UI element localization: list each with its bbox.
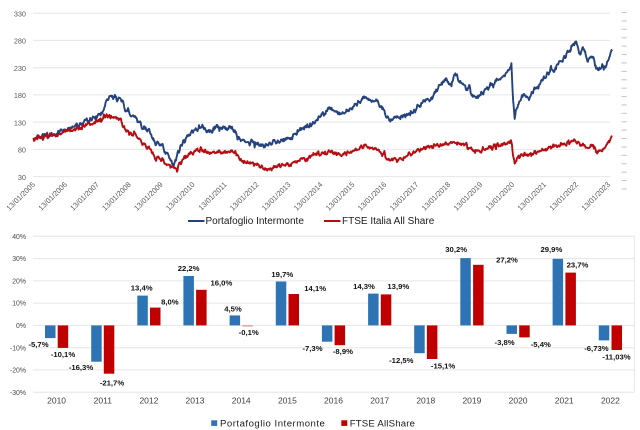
svg-text:-10,1%: -10,1% — [51, 350, 76, 359]
svg-text:14,1%: 14,1% — [304, 284, 326, 293]
svg-text:2010: 2010 — [47, 396, 66, 406]
svg-text:30: 30 — [18, 173, 26, 182]
svg-text:14,3%: 14,3% — [353, 282, 375, 291]
svg-text:-5,4%: -5,4% — [531, 340, 551, 349]
svg-text:-15,1%: -15,1% — [431, 362, 456, 371]
svg-text:-5,7%: -5,7% — [28, 340, 48, 349]
svg-text:27,2%: 27,2% — [496, 256, 518, 265]
svg-text:2018: 2018 — [416, 396, 435, 406]
svg-text:13,9%: 13,9% — [387, 282, 409, 291]
svg-text:-3,8%: -3,8% — [495, 338, 515, 347]
svg-text:2013: 2013 — [186, 396, 205, 406]
svg-text:-0,1%: -0,1% — [239, 328, 259, 337]
svg-text:-30%: -30% — [10, 390, 26, 397]
svg-text:19,7%: 19,7% — [271, 270, 293, 279]
svg-text:280: 280 — [14, 37, 26, 46]
svg-text:40%: 40% — [12, 234, 26, 241]
svg-text:Portafoglio Intermonte: Portafoglio Intermonte — [220, 418, 325, 429]
svg-text:22,2%: 22,2% — [178, 264, 200, 273]
svg-text:2022: 2022 — [601, 396, 620, 406]
svg-text:2021: 2021 — [555, 396, 574, 406]
svg-text:330: 330 — [14, 10, 26, 19]
svg-text:0%: 0% — [16, 323, 26, 330]
svg-text:Portafoglio Intermonte: Portafoglio Intermonte — [206, 216, 305, 227]
svg-text:-8,9%: -8,9% — [333, 347, 353, 356]
svg-text:2016: 2016 — [324, 396, 343, 406]
svg-text:2019: 2019 — [462, 396, 481, 406]
svg-text:130: 130 — [14, 118, 26, 127]
svg-text:-7,3%: -7,3% — [302, 344, 322, 353]
svg-text:-20%: -20% — [10, 368, 26, 375]
svg-text:180: 180 — [14, 91, 26, 100]
svg-text:FTSE Italia All Share: FTSE Italia All Share — [342, 216, 435, 227]
svg-text:10%: 10% — [12, 301, 26, 308]
svg-text:-16,3%: -16,3% — [69, 363, 94, 372]
svg-text:FTSE AllShare: FTSE AllShare — [350, 418, 416, 429]
svg-text:-21,7%: -21,7% — [100, 378, 125, 387]
svg-text:-12,5%: -12,5% — [389, 356, 414, 365]
svg-text:2017: 2017 — [370, 396, 389, 406]
svg-text:16,0%: 16,0% — [210, 278, 232, 287]
svg-text:30%: 30% — [12, 256, 26, 263]
svg-text:20%: 20% — [12, 279, 26, 286]
svg-text:4,5%: 4,5% — [224, 305, 242, 314]
svg-text:2014: 2014 — [232, 396, 251, 406]
svg-text:230: 230 — [14, 64, 26, 73]
svg-text:8,0%: 8,0% — [161, 298, 179, 307]
svg-text:2012: 2012 — [139, 396, 158, 406]
svg-text:2020: 2020 — [509, 396, 528, 406]
svg-text:2015: 2015 — [278, 396, 297, 406]
svg-text:-6,73%: -6,73% — [584, 344, 609, 353]
svg-text:80: 80 — [18, 146, 26, 155]
svg-text:2011: 2011 — [94, 396, 113, 406]
svg-text:-11,03%: -11,03% — [602, 353, 630, 362]
svg-text:-10%: -10% — [10, 345, 26, 352]
svg-text:30,2%: 30,2% — [445, 245, 467, 254]
svg-text:23,7%: 23,7% — [567, 261, 589, 270]
svg-text:13,4%: 13,4% — [131, 284, 153, 293]
svg-text:29,9%: 29,9% — [540, 245, 562, 254]
